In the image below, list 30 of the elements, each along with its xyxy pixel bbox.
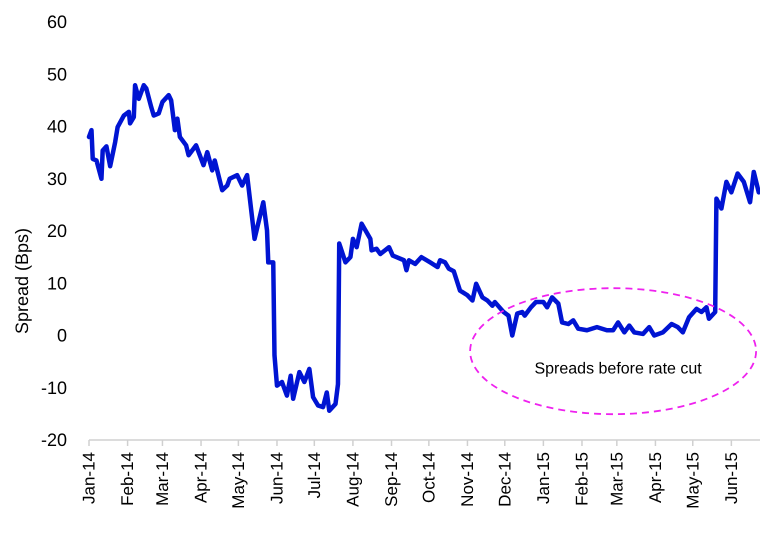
x-tick-label: Oct-14 bbox=[419, 452, 438, 504]
line-series bbox=[86, 82, 760, 413]
x-tick-label: Sep-14 bbox=[382, 452, 402, 507]
x-tick-label: Aug-14 bbox=[343, 452, 362, 507]
x-tick-label: Jul-14 bbox=[304, 452, 324, 498]
x-tick-label: Nov-14 bbox=[458, 452, 477, 507]
x-tick-label: Apr-14 bbox=[192, 452, 211, 504]
y-tick-label: 60 bbox=[46, 12, 67, 32]
x-tick-label: Feb-15 bbox=[572, 452, 592, 506]
y-tick-label: -10 bbox=[40, 378, 67, 398]
x-tick-label: Dec-14 bbox=[495, 452, 514, 507]
y-tick-label: 40 bbox=[46, 116, 67, 136]
x-tick-label: Jan-15 bbox=[534, 452, 553, 504]
x-tick-label: Mar-15 bbox=[607, 452, 626, 506]
y-tick-label: 50 bbox=[46, 64, 67, 84]
x-tick-label: Mar-14 bbox=[152, 452, 172, 506]
y-tick-label: 0 bbox=[56, 326, 67, 346]
y-tick-label: 10 bbox=[46, 273, 67, 294]
x-tick-label: Jan-14 bbox=[80, 452, 98, 504]
x-tick-label: Apr-15 bbox=[646, 452, 665, 504]
annotation: Spreads before rate cut bbox=[534, 360, 702, 378]
x-tick-label: Feb-14 bbox=[118, 452, 138, 506]
x-tick-label: May-15 bbox=[683, 452, 702, 509]
y-axis-title: Spread (Bps) bbox=[12, 228, 32, 334]
x-tick-label: Jun-14 bbox=[267, 452, 286, 504]
x-tick-label: Jun-15 bbox=[722, 452, 741, 504]
y-tick-label: -20 bbox=[40, 430, 67, 450]
y-tick-label: 20 bbox=[46, 221, 67, 241]
x-tick-label: May-14 bbox=[228, 452, 248, 509]
y-tick-label: 30 bbox=[46, 168, 67, 189]
